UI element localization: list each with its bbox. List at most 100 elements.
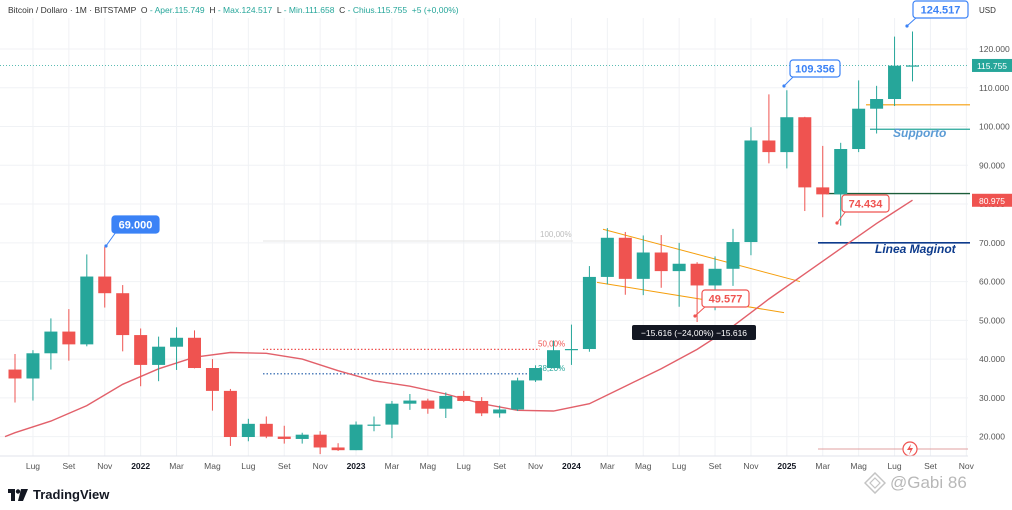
- x-tick-label: Lug: [672, 461, 686, 471]
- candle-body: [852, 108, 866, 150]
- candle-2025-04: [834, 142, 848, 226]
- candle-body: [493, 409, 507, 414]
- candle-2023-05: [421, 398, 435, 414]
- current-price-text: 115.755: [977, 61, 1007, 71]
- candle-body: [295, 434, 309, 439]
- lightning-icon: [907, 444, 913, 455]
- candle-body: [564, 349, 578, 351]
- tradingview-logo-icon: [8, 488, 28, 501]
- measure-box: [632, 325, 756, 340]
- grid-lines: [0, 18, 968, 456]
- candle-2022-12: [331, 443, 345, 451]
- fib-38-label: 38,20%: [538, 364, 565, 373]
- candle-body: [205, 368, 219, 391]
- candle-2024-10: [726, 228, 740, 286]
- candle-2022-10: [295, 432, 309, 444]
- candle-body: [116, 293, 130, 336]
- price-channel: [596, 228, 801, 314]
- candle-body: [708, 268, 722, 286]
- current-price-tag: 115.755: [972, 58, 1012, 72]
- y-tick-label: 120.000: [979, 44, 1010, 54]
- candle-2024-12: [762, 94, 776, 164]
- x-tick-label: Nov: [743, 461, 759, 471]
- high-value: - Max.124.517: [217, 5, 273, 15]
- candle-body: [170, 337, 184, 347]
- current-price-bg: [972, 58, 1012, 72]
- candle-2022-05: [205, 359, 219, 411]
- fib-levels: 100,00% 50,00% 38,20%: [263, 230, 573, 375]
- candle-body: [44, 331, 58, 354]
- x-tick-label: Mar: [169, 461, 184, 471]
- symbol-title[interactable]: Bitcoin / Dollaro · 1M · BITSTAMP: [8, 5, 137, 15]
- y-tick-label: 110.000: [979, 83, 1009, 93]
- x-axis[interactable]: Lug Set Nov 2022 Mar Mag Lug Set Nov 2023 Mar Mag Lu…: [0, 455, 975, 471]
- open-label: O: [140, 5, 148, 15]
- candle-body: [816, 187, 830, 195]
- candle-body: [8, 369, 22, 379]
- candle-body: [906, 65, 919, 67]
- candle-body: [457, 395, 471, 401]
- x-tick-label: Mag: [850, 461, 867, 471]
- candle-body: [259, 423, 273, 437]
- brand-name: TradingView: [33, 487, 110, 502]
- candle-body: [62, 331, 76, 345]
- candle-2024-11: [744, 127, 758, 256]
- candle-2021-08: [44, 318, 58, 370]
- candle-body: [511, 380, 525, 410]
- callout-74434-dot: [835, 221, 839, 225]
- candle-2024-04: [618, 231, 632, 295]
- candle-2022-04: [188, 330, 201, 369]
- candle-2023-06: [439, 392, 453, 419]
- candle-2021-10: [80, 254, 94, 347]
- candle-body: [888, 65, 902, 100]
- tradingview-brand[interactable]: TradingView: [8, 487, 109, 502]
- low-label: L: [276, 5, 282, 15]
- candle-body: [744, 140, 758, 243]
- candle-2021-11: [98, 246, 112, 308]
- horizontal-levels: [0, 65, 970, 457]
- y-tick-label: 50.000: [979, 315, 1005, 325]
- candle-2024-07: [672, 242, 686, 307]
- measure-text: −15.616 (−24,00%) −15.616: [641, 328, 747, 338]
- callout-69000-dot: [104, 244, 108, 248]
- candle-2023-09: [493, 405, 507, 418]
- candle-2021-07: [26, 350, 40, 401]
- candle-body: [313, 434, 327, 448]
- callout-69000-text: 69.000: [119, 220, 153, 232]
- callout-69000-box: [111, 215, 160, 234]
- y-axis[interactable]: USD 20.000 30.000 40.000 50.000 60.000 70.000 8…: [972, 6, 1012, 442]
- x-tick-label: Nov: [97, 461, 113, 471]
- x-tick-label: Nov: [313, 461, 329, 471]
- callout-109356-box: [789, 59, 841, 78]
- callout-49577-box: [701, 289, 750, 308]
- x-tick-label: Lug: [887, 461, 901, 471]
- candle-body: [600, 237, 614, 277]
- candle-2022-07: [241, 418, 255, 442]
- candle-2022-09: [277, 425, 291, 444]
- callout-109356-pointer: [783, 75, 795, 87]
- chart-header: Bitcoin / Dollaro · 1M · BITSTAMP O - Ap…: [8, 5, 459, 15]
- callout-124517: 124.517: [905, 0, 969, 28]
- candle-body: [798, 117, 812, 188]
- callout-49577-dot: [693, 314, 697, 318]
- candle-2024-01: [564, 324, 578, 365]
- callout-69000: 69.000: [104, 215, 160, 248]
- callout-49577: 49.577: [693, 289, 750, 318]
- candle-2021-09: [62, 309, 76, 361]
- callout-124517-dot: [905, 24, 909, 28]
- channel-lower: [596, 281, 785, 314]
- candle-body: [439, 395, 453, 409]
- callout-109356-text: 109.356: [795, 64, 835, 76]
- candle-2024-03: [600, 228, 614, 285]
- low-value: - Min.111.658: [283, 5, 335, 15]
- candle-body: [403, 400, 417, 404]
- fib-50-label: 50,00%: [538, 339, 565, 348]
- callout-69000-pointer: [105, 231, 117, 247]
- callout-74434-pointer: [836, 210, 847, 224]
- candle-body: [421, 400, 435, 409]
- candle-2023-10: [511, 377, 525, 412]
- y-tick-label: 20.000: [979, 432, 1005, 442]
- candle-body: [870, 99, 884, 109]
- candle-2025-01: [780, 90, 794, 169]
